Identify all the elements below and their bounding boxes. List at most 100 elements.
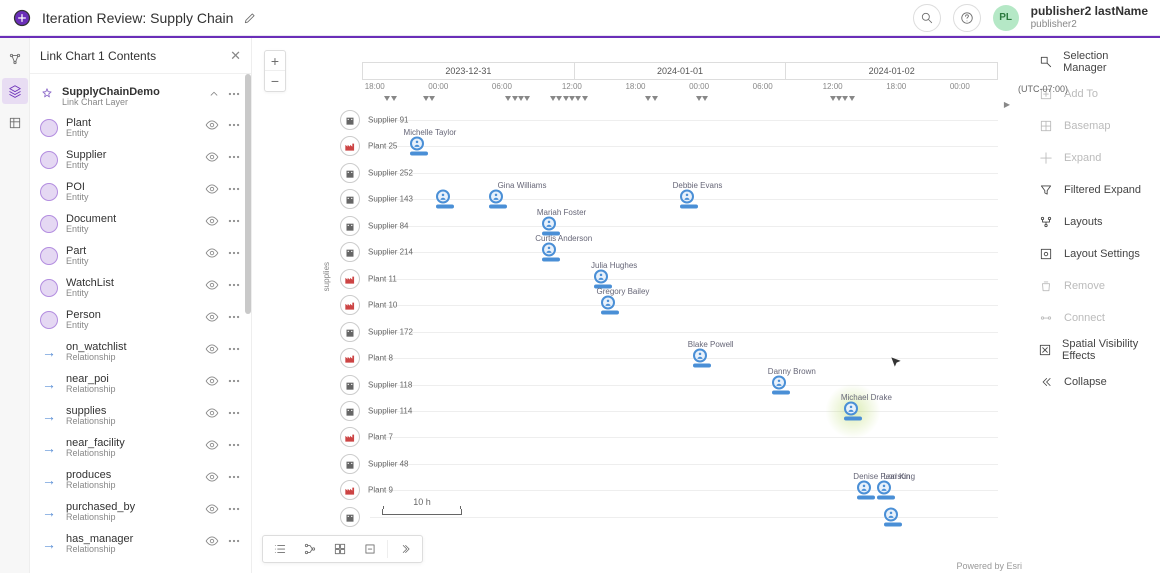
toolbar-extent-icon[interactable]: [357, 538, 383, 560]
panel-item-collapse[interactable]: Collapse: [1032, 368, 1156, 396]
rail-layers-icon[interactable]: [2, 78, 28, 104]
item-more-icon[interactable]: [227, 342, 241, 361]
marker-label: Debbie Evans: [673, 181, 723, 190]
toolbar-expand-icon[interactable]: [392, 538, 418, 560]
visibility-toggle-icon[interactable]: [205, 374, 219, 393]
person-marker[interactable]: [601, 296, 619, 315]
item-more-icon[interactable]: [227, 246, 241, 265]
contents-scrollbar[interactable]: [245, 74, 251, 314]
supplier-icon[interactable]: [340, 189, 360, 209]
visibility-toggle-icon[interactable]: [205, 214, 219, 233]
visibility-toggle-icon[interactable]: [205, 502, 219, 521]
plant-icon[interactable]: [340, 136, 360, 156]
panel-item-settings[interactable]: Layout Settings: [1032, 240, 1156, 268]
person-marker[interactable]: [844, 401, 862, 420]
chart-canvas[interactable]: + − 2023-12-312024-01-012024-01-02 18:00…: [252, 38, 1028, 573]
rail-table-icon[interactable]: [2, 110, 28, 136]
person-marker[interactable]: [772, 375, 790, 394]
person-marker[interactable]: [857, 481, 875, 500]
user-avatar[interactable]: PL: [993, 5, 1019, 31]
contents-item[interactable]: →suppliesRelationship: [30, 400, 251, 432]
person-marker[interactable]: [884, 507, 902, 526]
visibility-toggle-icon[interactable]: [205, 342, 219, 361]
person-marker[interactable]: [680, 190, 698, 209]
item-more-icon[interactable]: [227, 470, 241, 489]
supplier-icon[interactable]: [340, 454, 360, 474]
panel-item-spatial[interactable]: Spatial Visibility Effects: [1032, 336, 1156, 364]
contents-close-icon[interactable]: ✕: [230, 48, 241, 64]
toolbar-tree-icon[interactable]: [297, 538, 323, 560]
visibility-toggle-icon[interactable]: [205, 278, 219, 297]
contents-item[interactable]: DocumentEntity: [30, 208, 251, 240]
person-marker[interactable]: [594, 269, 612, 288]
supplier-icon[interactable]: [340, 216, 360, 236]
plant-icon[interactable]: [340, 348, 360, 368]
supplier-icon[interactable]: [340, 242, 360, 262]
person-marker[interactable]: [542, 216, 560, 235]
person-marker[interactable]: [542, 243, 560, 262]
layer-collapse-icon[interactable]: [207, 87, 221, 106]
item-more-icon[interactable]: [227, 118, 241, 137]
visibility-toggle-icon[interactable]: [205, 150, 219, 169]
person-marker[interactable]: [489, 190, 507, 209]
visibility-toggle-icon[interactable]: [205, 534, 219, 553]
item-more-icon[interactable]: [227, 374, 241, 393]
person-marker[interactable]: [693, 349, 711, 368]
supplier-icon[interactable]: [340, 507, 360, 527]
contents-item[interactable]: SupplierEntity: [30, 144, 251, 176]
visibility-toggle-icon[interactable]: [205, 438, 219, 457]
plant-icon[interactable]: [340, 295, 360, 315]
item-more-icon[interactable]: [227, 150, 241, 169]
contents-item[interactable]: PersonEntity: [30, 304, 251, 336]
zoom-in-button[interactable]: +: [265, 51, 285, 71]
contents-item[interactable]: →purchased_byRelationship: [30, 496, 251, 528]
item-more-icon[interactable]: [227, 502, 241, 521]
rail-graph-icon[interactable]: [2, 46, 28, 72]
person-marker[interactable]: [877, 481, 895, 500]
plant-icon[interactable]: [340, 269, 360, 289]
supplier-icon[interactable]: [340, 322, 360, 342]
contents-item[interactable]: →producesRelationship: [30, 464, 251, 496]
item-more-icon[interactable]: [227, 438, 241, 457]
plant-icon[interactable]: [340, 480, 360, 500]
zoom-out-button[interactable]: −: [265, 71, 285, 91]
visibility-toggle-icon[interactable]: [205, 182, 219, 201]
plant-icon[interactable]: [340, 427, 360, 447]
panel-item-filter[interactable]: Filtered Expand: [1032, 176, 1156, 204]
layer-header[interactable]: SupplyChainDemo Link Chart Layer: [30, 82, 251, 112]
marker-label: Julia Hughes: [591, 261, 637, 270]
contents-item[interactable]: →on_watchlistRelationship: [30, 336, 251, 368]
item-more-icon[interactable]: [227, 214, 241, 233]
supplier-icon[interactable]: [340, 110, 360, 130]
contents-item[interactable]: →near_poiRelationship: [30, 368, 251, 400]
item-more-icon[interactable]: [227, 534, 241, 553]
contents-item[interactable]: →has_managerRelationship: [30, 528, 251, 560]
supplier-icon[interactable]: [340, 401, 360, 421]
visibility-toggle-icon[interactable]: [205, 246, 219, 265]
search-button[interactable]: [913, 4, 941, 32]
contents-item[interactable]: PlantEntity: [30, 112, 251, 144]
toolbar-list-icon[interactable]: [267, 538, 293, 560]
item-more-icon[interactable]: [227, 406, 241, 425]
item-more-icon[interactable]: [227, 278, 241, 297]
panel-item-layouts[interactable]: Layouts: [1032, 208, 1156, 236]
visibility-toggle-icon[interactable]: [205, 310, 219, 329]
contents-item[interactable]: POIEntity: [30, 176, 251, 208]
person-marker[interactable]: [436, 190, 454, 209]
person-marker[interactable]: [410, 137, 428, 156]
help-button[interactable]: [953, 4, 981, 32]
supplier-icon[interactable]: [340, 163, 360, 183]
visibility-toggle-icon[interactable]: [205, 470, 219, 489]
panel-item-selection[interactable]: Selection Manager: [1032, 48, 1156, 76]
toolbar-grid-icon[interactable]: [327, 538, 353, 560]
contents-item[interactable]: →near_facilityRelationship: [30, 432, 251, 464]
item-more-icon[interactable]: [227, 182, 241, 201]
item-more-icon[interactable]: [227, 310, 241, 329]
visibility-toggle-icon[interactable]: [205, 406, 219, 425]
edit-title-icon[interactable]: [243, 11, 257, 25]
visibility-toggle-icon[interactable]: [205, 118, 219, 137]
contents-item[interactable]: PartEntity: [30, 240, 251, 272]
layer-more-icon[interactable]: [227, 87, 241, 106]
supplier-icon[interactable]: [340, 375, 360, 395]
contents-item[interactable]: WatchListEntity: [30, 272, 251, 304]
